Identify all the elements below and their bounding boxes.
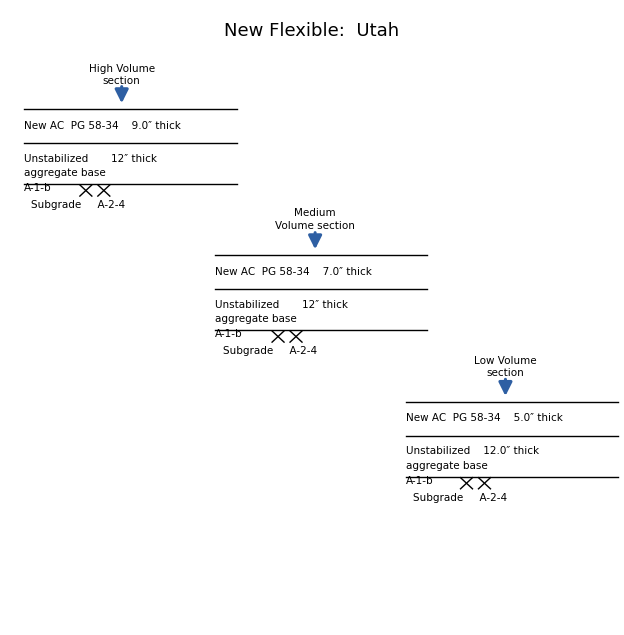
Text: A-1-b: A-1-b — [406, 476, 433, 486]
Text: A-1-b: A-1-b — [24, 183, 51, 193]
Text: Subgrade     A-2-4: Subgrade A-2-4 — [413, 493, 507, 503]
Text: Unstabilized       12″ thick: Unstabilized 12″ thick — [215, 300, 348, 310]
Text: New Flexible:  Utah: New Flexible: Utah — [225, 22, 399, 40]
Text: aggregate base: aggregate base — [406, 461, 487, 471]
Text: aggregate base: aggregate base — [24, 168, 105, 178]
Text: Low Volume
section: Low Volume section — [474, 356, 537, 378]
Text: Unstabilized       12″ thick: Unstabilized 12″ thick — [24, 154, 157, 164]
Text: A-1-b: A-1-b — [215, 329, 243, 339]
Text: High Volume
section: High Volume section — [89, 64, 155, 86]
Text: New AC  PG 58-34    7.0″ thick: New AC PG 58-34 7.0″ thick — [215, 267, 372, 277]
Text: New AC  PG 58-34    5.0″ thick: New AC PG 58-34 5.0″ thick — [406, 413, 562, 424]
Text: New AC  PG 58-34    9.0″ thick: New AC PG 58-34 9.0″ thick — [24, 121, 180, 131]
Text: aggregate base: aggregate base — [215, 314, 297, 324]
Text: Subgrade     A-2-4: Subgrade A-2-4 — [223, 346, 318, 356]
Text: Subgrade     A-2-4: Subgrade A-2-4 — [31, 200, 125, 210]
Text: Medium
Volume section: Medium Volume section — [275, 208, 355, 231]
Text: Unstabilized    12.0″ thick: Unstabilized 12.0″ thick — [406, 446, 539, 457]
